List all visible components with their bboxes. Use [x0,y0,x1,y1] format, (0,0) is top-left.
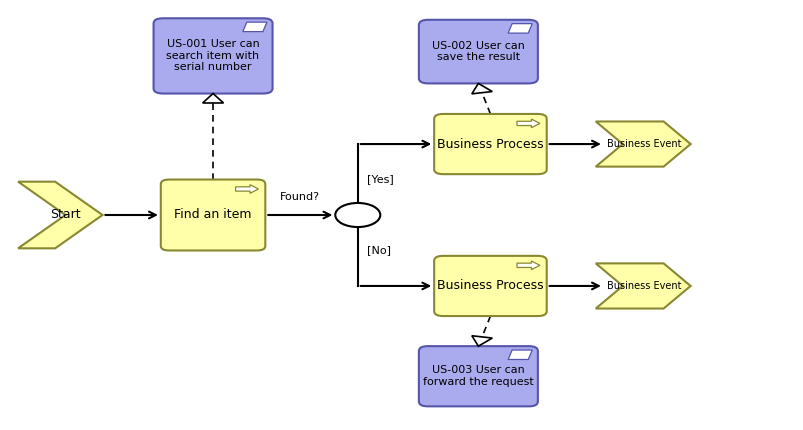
Polygon shape [516,261,539,270]
Circle shape [335,203,380,227]
Text: Business Event: Business Event [606,139,681,149]
Text: US-001 User can
search item with
serial number: US-001 User can search item with serial … [166,39,259,73]
Polygon shape [595,122,690,166]
Text: [No]: [No] [367,246,391,255]
Text: Business Event: Business Event [606,281,681,291]
Text: Business Process: Business Process [437,280,543,292]
FancyBboxPatch shape [418,346,537,406]
Polygon shape [235,185,259,194]
Polygon shape [507,24,532,33]
Polygon shape [516,119,539,128]
Polygon shape [471,336,491,346]
Text: Business Process: Business Process [437,138,543,150]
Text: US-002 User can
save the result: US-002 User can save the result [431,41,524,62]
Polygon shape [18,181,103,249]
FancyBboxPatch shape [418,20,537,83]
Text: Start: Start [50,209,80,221]
Text: Found?: Found? [280,192,320,202]
Polygon shape [202,93,223,103]
Text: [Yes]: [Yes] [367,175,393,184]
FancyBboxPatch shape [434,256,546,316]
Polygon shape [507,350,532,359]
Text: US-003 User can
forward the request: US-003 User can forward the request [422,366,533,387]
FancyBboxPatch shape [434,114,546,174]
Polygon shape [595,263,690,309]
FancyBboxPatch shape [161,180,265,250]
Polygon shape [243,22,267,32]
Polygon shape [471,83,491,94]
FancyBboxPatch shape [153,18,272,93]
Text: Find an item: Find an item [174,209,251,221]
